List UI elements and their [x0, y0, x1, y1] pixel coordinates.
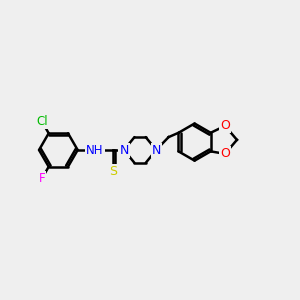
Text: NH: NH — [86, 143, 104, 157]
Text: O: O — [220, 119, 230, 132]
Text: F: F — [39, 172, 45, 185]
Text: O: O — [220, 147, 230, 160]
Text: N: N — [119, 143, 129, 157]
Text: S: S — [109, 165, 117, 178]
Text: N: N — [152, 143, 161, 157]
Text: Cl: Cl — [36, 115, 48, 128]
